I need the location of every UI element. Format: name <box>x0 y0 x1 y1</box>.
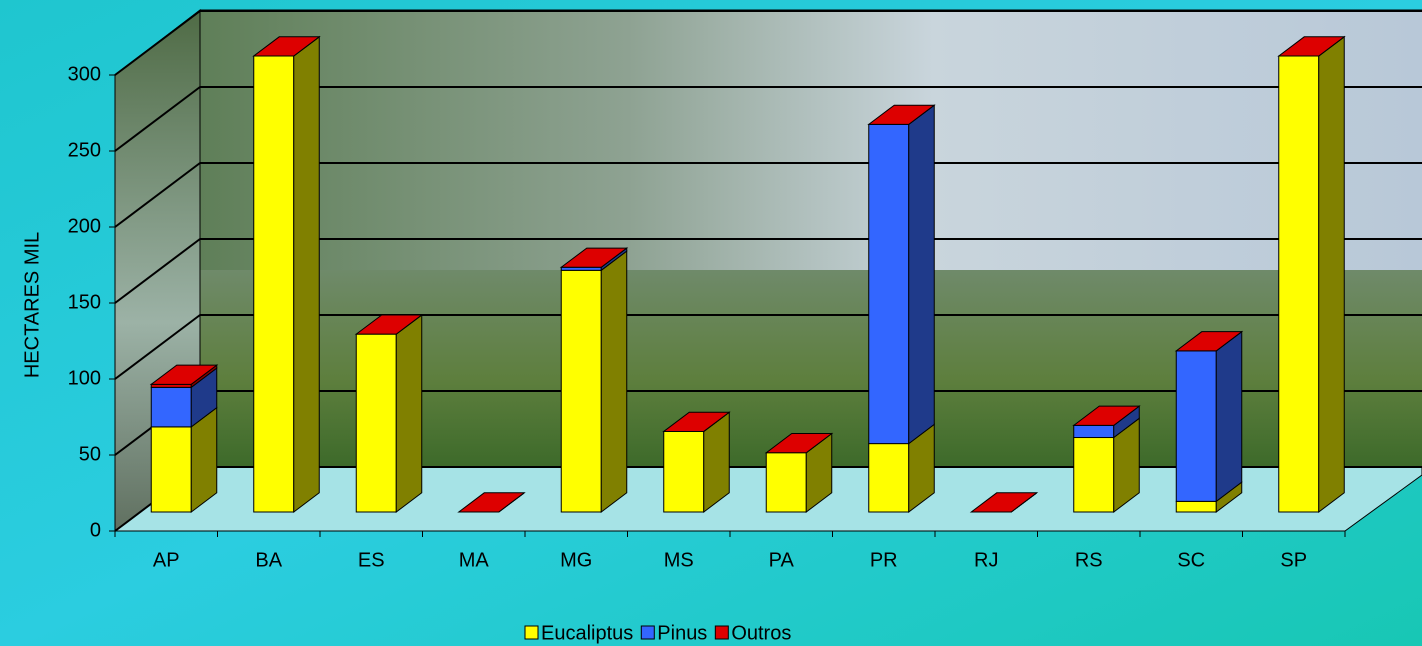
bar-segment <box>868 123 910 445</box>
bar-top <box>1072 405 1141 426</box>
bar-segment <box>1175 350 1217 502</box>
bar-top <box>559 247 629 268</box>
x-tick-label: SC <box>1177 549 1205 571</box>
bar-top <box>662 411 731 432</box>
grid-line <box>114 238 201 304</box>
y-axis-label: HECTARES MIL <box>21 232 43 378</box>
y-tick-label: 150 <box>68 291 101 313</box>
legend-swatch <box>524 625 539 640</box>
bar-segment-side <box>293 35 320 514</box>
back-wall <box>200 10 1422 270</box>
x-tick-label: MA <box>459 549 490 571</box>
bar-top <box>149 364 219 385</box>
x-tick-label: SP <box>1280 549 1307 571</box>
x-tick-label: BA <box>255 549 282 571</box>
x-tick-label: ES <box>358 549 385 571</box>
bar-segment <box>1073 437 1115 513</box>
bar-segment <box>560 269 602 513</box>
bar-segment-side <box>1215 330 1243 503</box>
x-tick-label: MG <box>560 549 592 571</box>
y-tick-label: 200 <box>68 215 101 237</box>
y-tick-label: 50 <box>79 443 101 465</box>
bar-top <box>354 314 424 335</box>
x-tick-label: MS <box>664 549 694 571</box>
grid-line <box>114 314 201 380</box>
legend-swatch <box>640 625 655 640</box>
y-tick-label: 250 <box>68 139 101 161</box>
bar-segment-side <box>395 313 423 514</box>
bar-segment <box>253 55 295 513</box>
bar-segment <box>150 426 192 513</box>
bar-top <box>867 104 936 125</box>
bar-segment <box>355 333 397 513</box>
x-tick-label: PR <box>870 549 898 571</box>
bar-segment-side <box>600 250 628 514</box>
bar-segment <box>1175 500 1217 513</box>
y-tick-label: 300 <box>68 63 101 85</box>
legend-label: Outros <box>731 622 791 644</box>
legend-swatch <box>714 625 729 640</box>
legend: Eucaliptus Pinus Outros <box>524 622 791 644</box>
bar-segment <box>150 386 192 428</box>
x-tick-label: AP <box>153 549 180 571</box>
bar-top <box>1174 331 1244 352</box>
bar-segment <box>868 443 910 513</box>
x-tick-label: PA <box>769 549 795 571</box>
bar-segment-side <box>908 104 935 445</box>
bar-segment <box>663 430 705 513</box>
x-tick-label: RS <box>1075 549 1103 571</box>
bar-segment <box>1278 55 1320 513</box>
grid-line <box>114 86 201 152</box>
x-tick-label: RJ <box>974 549 998 571</box>
bar-top <box>252 36 321 57</box>
grid-line <box>114 10 201 76</box>
y-tick-label: 0 <box>90 519 101 541</box>
bar-top <box>969 492 1039 513</box>
bar-segment-side <box>1318 35 1345 514</box>
grid-line <box>114 162 201 228</box>
bar-segment <box>765 452 807 513</box>
bar-top <box>1277 36 1346 57</box>
bar-top <box>764 433 834 454</box>
bar-segment <box>1073 424 1115 439</box>
legend-label: Pinus <box>657 622 707 644</box>
y-tick-label: 100 <box>68 367 101 389</box>
legend-label: Eucaliptus <box>541 622 633 644</box>
bar-top <box>457 492 526 513</box>
